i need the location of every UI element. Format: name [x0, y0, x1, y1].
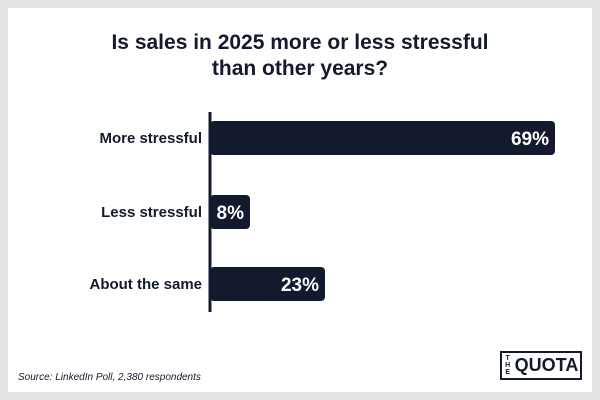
bar-1 [210, 195, 250, 229]
value-label-0: 69% [511, 129, 549, 150]
category-label-2: About the same [89, 276, 202, 293]
value-label-1: 8% [217, 203, 245, 224]
bar-0 [210, 121, 555, 155]
chart-card [8, 8, 592, 392]
category-label-0: More stressful [99, 130, 202, 147]
logo-main-text: QUOTA [514, 355, 579, 375]
chart-title-line-2: than other years? [211, 57, 389, 80]
chart-title: Is sales in 2025 more or less stressful … [0, 30, 600, 82]
source-note: Source: LinkedIn Poll, 2,380 respondents [18, 372, 201, 383]
chart-title-line-1: Is sales in 2025 more or less stressful [111, 31, 489, 54]
value-label-2: 23% [281, 275, 319, 296]
bar-2 [210, 267, 325, 301]
category-label-1: Less stressful [101, 204, 202, 221]
